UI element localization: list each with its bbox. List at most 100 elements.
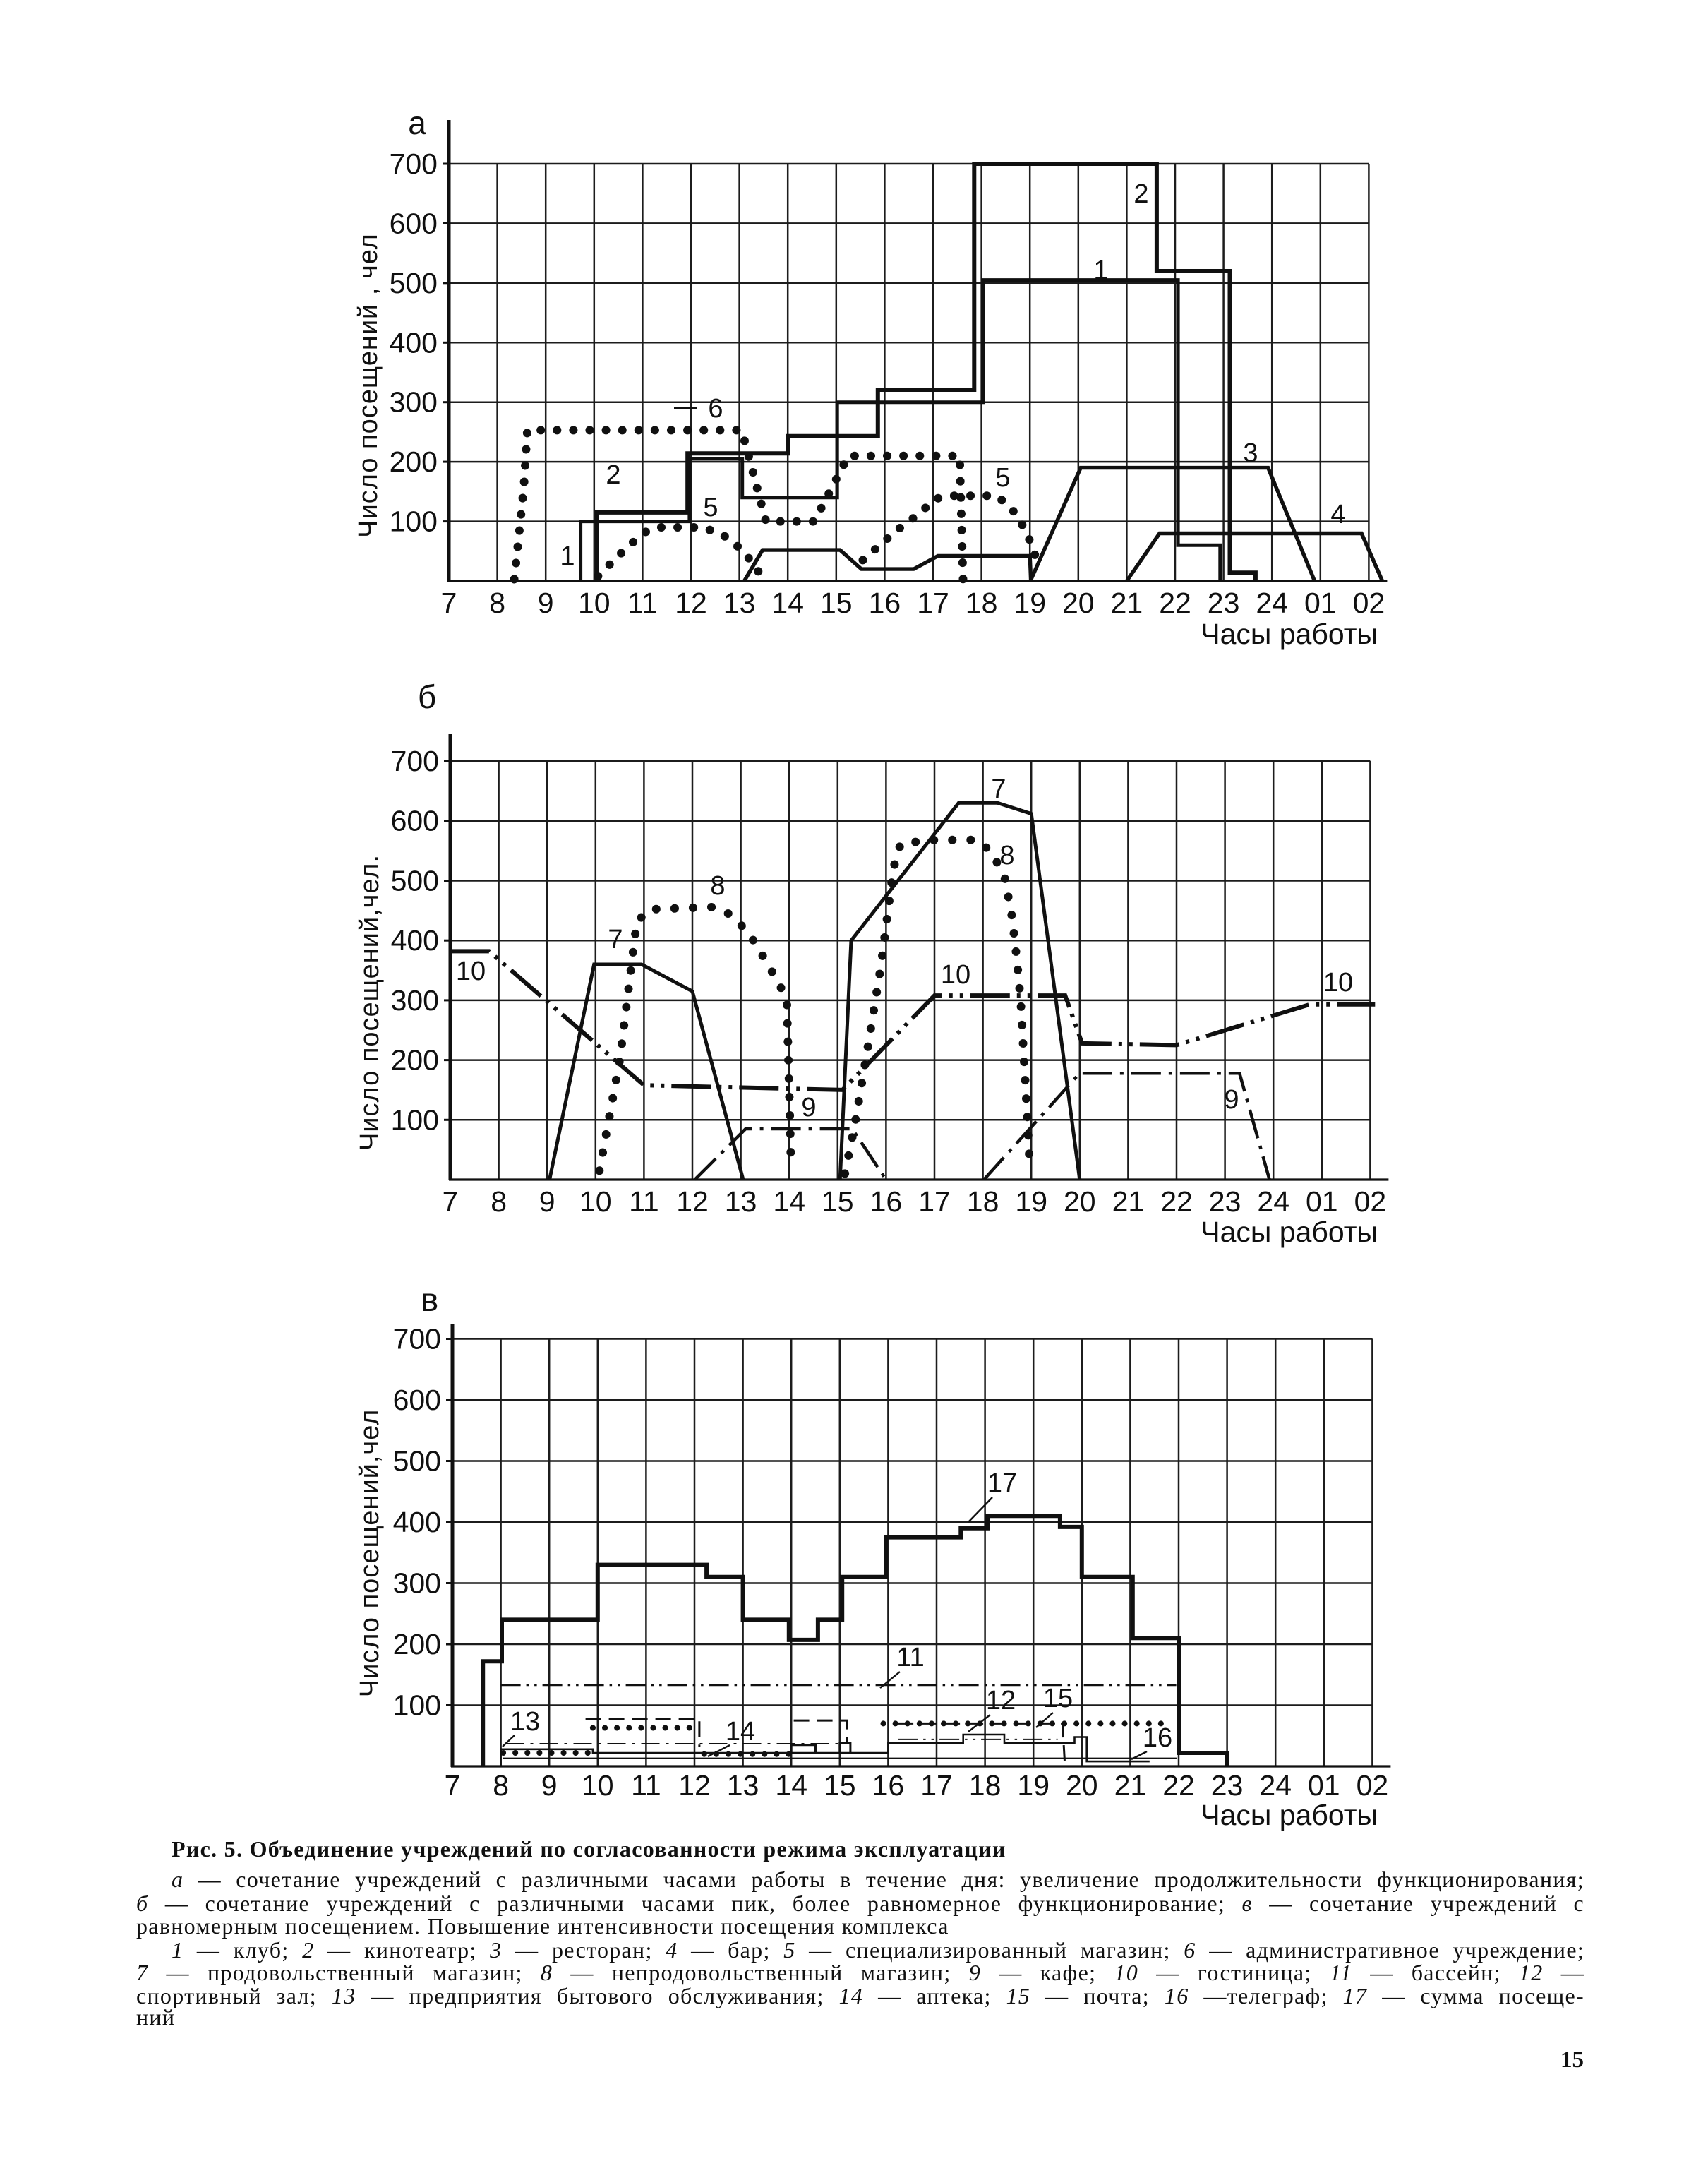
svg-text:13: 13 xyxy=(725,1185,757,1218)
svg-text:8: 8 xyxy=(491,1185,507,1218)
svg-text:11: 11 xyxy=(896,1643,924,1672)
svg-text:100: 100 xyxy=(390,505,438,538)
svg-text:11: 11 xyxy=(627,587,658,619)
svg-text:9: 9 xyxy=(1224,1085,1239,1115)
svg-text:б: б xyxy=(418,678,436,715)
svg-text:100: 100 xyxy=(391,1103,439,1136)
svg-text:12: 12 xyxy=(678,1769,711,1802)
svg-text:8: 8 xyxy=(710,871,725,901)
svg-text:7: 7 xyxy=(443,1185,459,1218)
svg-text:700: 700 xyxy=(390,148,438,180)
svg-text:23: 23 xyxy=(1211,1769,1244,1802)
svg-text:10: 10 xyxy=(456,957,486,986)
svg-text:600: 600 xyxy=(390,207,438,239)
svg-text:19: 19 xyxy=(1017,1769,1050,1802)
svg-text:11: 11 xyxy=(629,1185,659,1218)
svg-text:1: 1 xyxy=(1093,256,1108,285)
svg-text:9: 9 xyxy=(541,1769,558,1802)
svg-text:в: в xyxy=(421,1281,438,1318)
svg-text:Часы работы: Часы работы xyxy=(1201,1216,1378,1248)
svg-text:600: 600 xyxy=(393,1384,441,1416)
svg-text:400: 400 xyxy=(391,924,439,957)
svg-text:300: 300 xyxy=(391,984,439,1017)
svg-text:19: 19 xyxy=(1014,587,1046,619)
svg-text:15: 15 xyxy=(822,1185,854,1218)
svg-text:8: 8 xyxy=(493,1769,509,1802)
svg-text:a: a xyxy=(408,104,426,141)
svg-text:12: 12 xyxy=(676,1185,709,1218)
svg-text:7: 7 xyxy=(441,587,457,619)
svg-text:24: 24 xyxy=(1256,587,1288,619)
svg-text:17: 17 xyxy=(917,587,949,619)
svg-text:16: 16 xyxy=(869,587,901,619)
svg-text:18: 18 xyxy=(969,1769,1002,1802)
svg-text:5: 5 xyxy=(995,463,1010,493)
svg-text:15: 15 xyxy=(820,587,853,619)
svg-text:15: 15 xyxy=(1043,1684,1073,1713)
svg-text:500: 500 xyxy=(391,865,439,897)
svg-text:21: 21 xyxy=(1114,1769,1147,1802)
svg-text:02: 02 xyxy=(1353,587,1385,619)
svg-text:02: 02 xyxy=(1357,1769,1389,1802)
svg-text:8: 8 xyxy=(489,587,505,619)
svg-text:01: 01 xyxy=(1304,587,1337,619)
svg-text:22: 22 xyxy=(1162,1769,1195,1802)
svg-text:16: 16 xyxy=(872,1769,905,1802)
svg-text:1: 1 xyxy=(560,541,575,571)
svg-text:10: 10 xyxy=(582,1769,614,1802)
svg-text:5: 5 xyxy=(703,493,718,522)
svg-text:14: 14 xyxy=(775,1769,807,1802)
svg-text:500: 500 xyxy=(390,267,438,299)
svg-text:20: 20 xyxy=(1064,1185,1096,1218)
svg-text:6: 6 xyxy=(708,394,723,424)
svg-text:21: 21 xyxy=(1111,587,1143,619)
svg-text:700: 700 xyxy=(393,1323,441,1355)
svg-text:12: 12 xyxy=(675,587,707,619)
svg-text:7: 7 xyxy=(608,925,623,954)
svg-text:400: 400 xyxy=(393,1506,441,1538)
svg-text:Часы работы: Часы работы xyxy=(1201,1799,1378,1831)
svg-text:700: 700 xyxy=(391,745,439,777)
svg-text:20: 20 xyxy=(1066,1769,1098,1802)
svg-text:15: 15 xyxy=(824,1769,856,1802)
svg-text:200: 200 xyxy=(390,445,438,478)
svg-text:4: 4 xyxy=(1330,500,1345,529)
svg-text:14: 14 xyxy=(773,1185,805,1218)
svg-text:Число посещений,чел.: Число посещений,чел. xyxy=(355,854,385,1151)
svg-text:Число посещений,чел: Число посещений,чел xyxy=(355,1409,385,1698)
svg-text:17: 17 xyxy=(987,1468,1017,1498)
svg-text:Число посещений , чел: Число посещений , чел xyxy=(354,233,383,538)
svg-text:18: 18 xyxy=(967,1185,999,1218)
svg-text:200: 200 xyxy=(391,1044,439,1077)
svg-text:10: 10 xyxy=(941,960,970,990)
svg-text:500: 500 xyxy=(393,1445,441,1478)
svg-text:16: 16 xyxy=(870,1185,903,1218)
svg-text:23: 23 xyxy=(1209,1185,1241,1218)
svg-text:20: 20 xyxy=(1062,587,1095,619)
svg-text:22: 22 xyxy=(1159,587,1191,619)
svg-text:19: 19 xyxy=(1015,1185,1047,1218)
svg-text:14: 14 xyxy=(771,587,804,619)
svg-text:17: 17 xyxy=(918,1185,951,1218)
svg-text:600: 600 xyxy=(391,805,439,837)
svg-text:24: 24 xyxy=(1257,1185,1289,1218)
svg-text:300: 300 xyxy=(393,1567,441,1600)
svg-text:02: 02 xyxy=(1354,1185,1387,1218)
svg-text:16: 16 xyxy=(1143,1723,1172,1753)
svg-text:8: 8 xyxy=(999,841,1014,870)
svg-text:2: 2 xyxy=(1133,179,1148,209)
svg-text:18: 18 xyxy=(966,587,998,619)
svg-text:17: 17 xyxy=(920,1769,953,1802)
svg-text:2: 2 xyxy=(606,460,620,490)
svg-text:23: 23 xyxy=(1208,587,1240,619)
svg-text:Часы работы: Часы работы xyxy=(1201,618,1378,650)
svg-text:7: 7 xyxy=(445,1769,461,1802)
svg-text:9: 9 xyxy=(539,1185,555,1218)
svg-text:200: 200 xyxy=(393,1628,441,1660)
svg-text:22: 22 xyxy=(1160,1185,1193,1218)
svg-text:7: 7 xyxy=(991,774,1006,804)
svg-text:9: 9 xyxy=(538,587,554,619)
svg-text:13: 13 xyxy=(510,1707,540,1737)
svg-text:11: 11 xyxy=(631,1769,661,1802)
svg-text:10: 10 xyxy=(578,587,611,619)
